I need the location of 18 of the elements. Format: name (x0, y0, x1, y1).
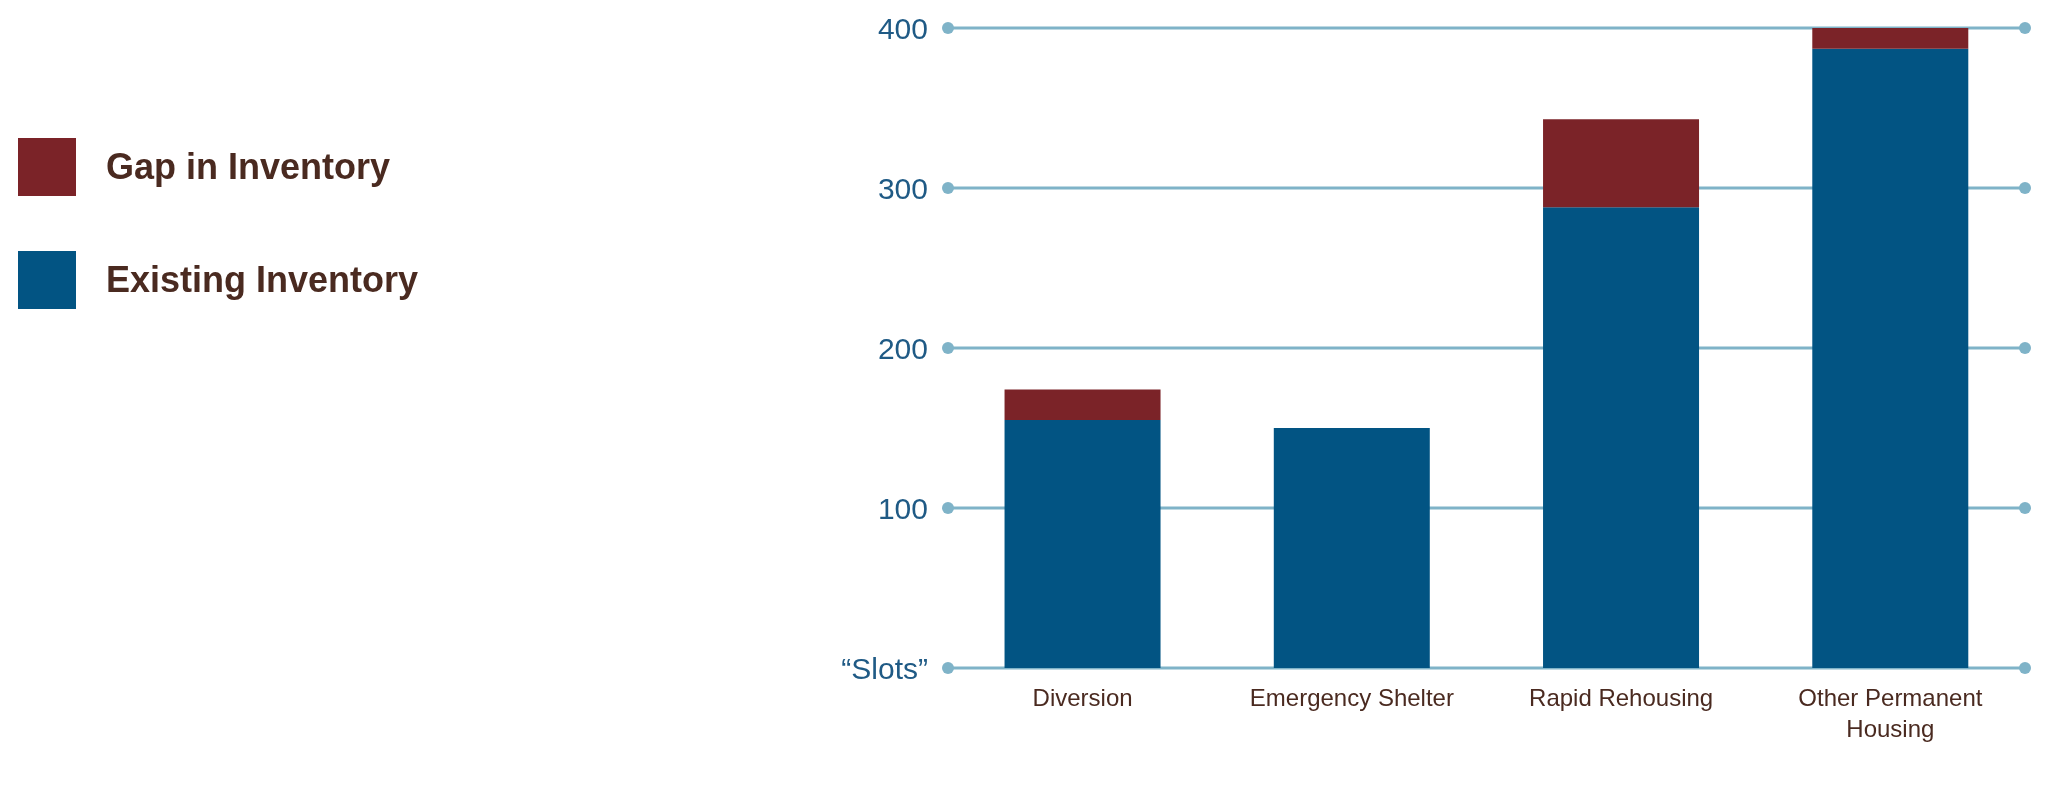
bar (1273, 428, 1430, 668)
x-tick-label: Other Permanent Housing (1798, 684, 1983, 742)
bar (1812, 28, 1969, 49)
bar (1812, 48, 1969, 668)
legend-label: Gap in Inventory (106, 146, 391, 188)
y-tick-label: 400 (877, 11, 928, 45)
y-tick-label: 300 (877, 171, 928, 205)
y-tick-label: 100 (877, 491, 928, 525)
legend-label: Existing Inventory (106, 259, 419, 301)
x-tick-label: Rapid Rehousing (1529, 684, 1714, 711)
y-tick-label: “Slots” (841, 651, 928, 685)
bar (1543, 119, 1700, 208)
bar (1543, 207, 1700, 668)
x-tick-label: Emergency Shelter (1249, 684, 1454, 711)
bar (1004, 420, 1161, 668)
y-tick-label: 200 (877, 331, 928, 365)
x-tick-label: Diversion (1032, 684, 1133, 711)
bar (1004, 389, 1161, 420)
